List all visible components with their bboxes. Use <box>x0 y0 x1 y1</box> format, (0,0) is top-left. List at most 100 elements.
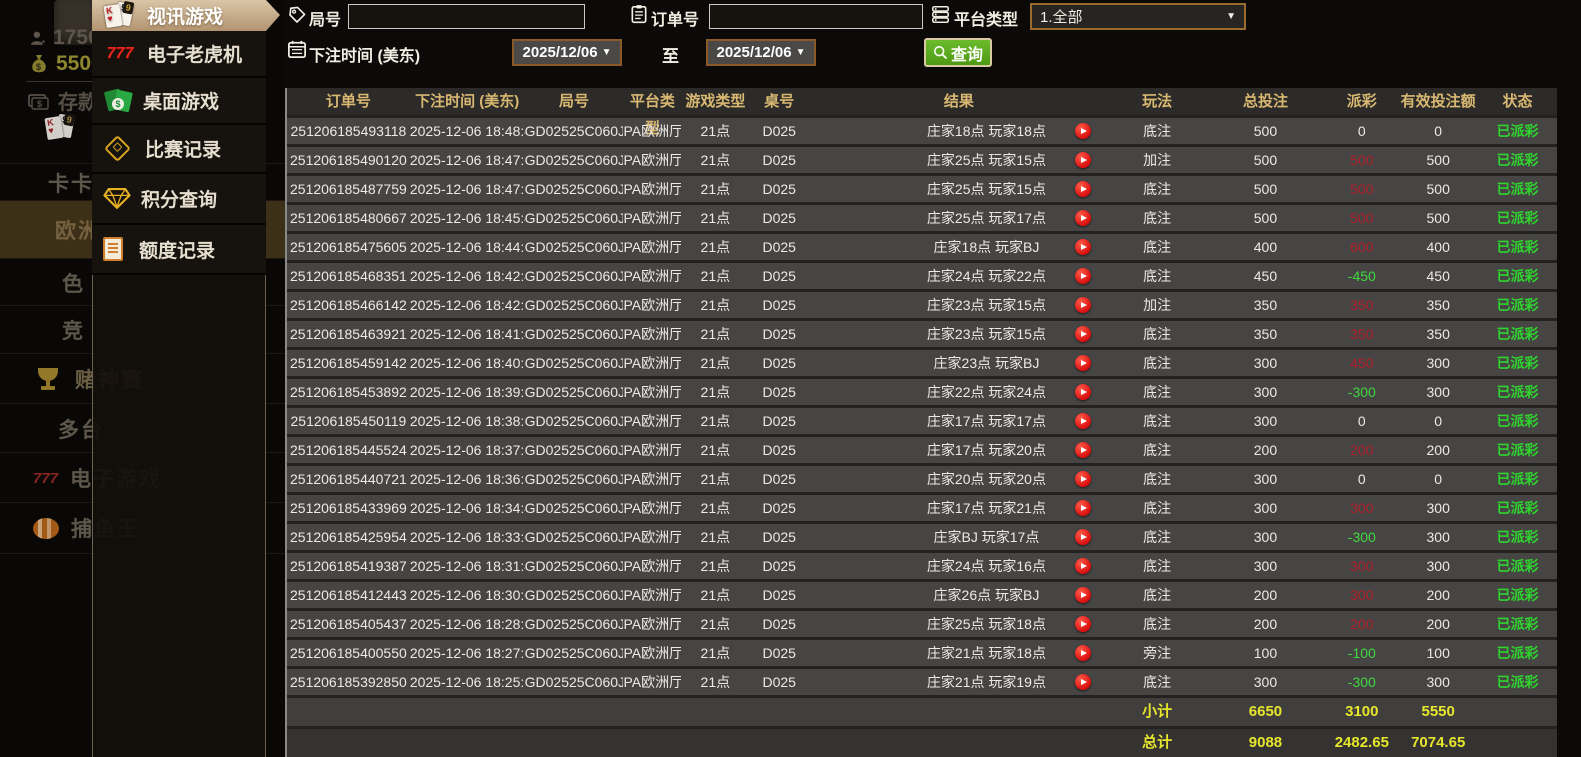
date-from-picker[interactable]: 2025/12/06 ▼ <box>512 39 622 66</box>
cell-result: 庄家23点 玩家BJ <box>809 350 1109 376</box>
replay-button[interactable] <box>1074 384 1091 400</box>
cell-platform: PA欧洲厅 <box>623 210 682 226</box>
cell-order-no: 251206185459142 <box>290 355 407 371</box>
cell-table-no: D025 <box>762 268 796 284</box>
cell-valid-bet: 400 <box>1426 239 1450 255</box>
cell-round-no: GD02525C060JO <box>524 471 624 487</box>
menu-item-match-records[interactable]: 比赛记录 <box>92 125 266 174</box>
table-row: 251206185490120 2025-12-06 18:47:57 GD02… <box>287 144 1557 173</box>
cell-valid-bet: 300 <box>1426 558 1450 574</box>
cell-platform: PA欧洲厅 <box>623 529 682 545</box>
cell-total-bet: 200 <box>1253 442 1278 458</box>
subtotal-label: 小计 <box>1142 703 1173 720</box>
total-payout: 2482.65 <box>1334 734 1389 751</box>
cell-status: 已派彩 <box>1496 297 1539 313</box>
cell-play-type: 底注 <box>1143 471 1172 487</box>
search-button[interactable]: 查询 <box>924 38 992 67</box>
menu-item-table-games[interactable]: $ 桌面游戏 <box>92 78 266 125</box>
cell-payout: 500 <box>1350 210 1374 226</box>
user-id-row: * 1756 <box>30 26 100 50</box>
deposit-button[interactable]: $ 存款 <box>28 86 98 115</box>
cell-round-no: GD02525C060JY <box>524 123 624 139</box>
replay-button[interactable] <box>1074 297 1091 313</box>
menu-item-slots[interactable]: 777 电子老虎机 <box>92 31 266 78</box>
replay-button[interactable] <box>1074 529 1091 545</box>
cell-platform: PA欧洲厅 <box>623 123 682 139</box>
menu-item-credit-records[interactable]: 额度记录 <box>92 225 266 275</box>
cell-platform: PA欧洲厅 <box>623 297 682 313</box>
cell-total-bet: 300 <box>1253 384 1278 400</box>
cell-play-type: 底注 <box>1143 529 1172 545</box>
user-id: 1756 <box>53 26 100 49</box>
cell-total-bet: 500 <box>1253 210 1278 226</box>
cell-bet-time: 2025-12-06 18:42:49 <box>409 268 525 284</box>
cell-bet-time: 2025-12-06 18:36:23 <box>409 471 525 487</box>
cell-table-no: D025 <box>762 239 796 255</box>
platform-type-select[interactable]: 1.全部 ▼ <box>1030 3 1246 30</box>
cell-table-no: D025 <box>762 413 796 429</box>
replay-button[interactable] <box>1074 674 1091 690</box>
round-no-input[interactable] <box>348 4 585 29</box>
cell-result: 庄家22点 玩家24点 <box>809 379 1109 405</box>
cell-valid-bet: 300 <box>1426 384 1450 400</box>
cell-play-type: 底注 <box>1143 587 1172 603</box>
cell-status: 已派彩 <box>1496 500 1539 516</box>
col-header-status: 状态 <box>1502 93 1533 110</box>
cell-result: 庄家21点 玩家18点 <box>809 640 1109 666</box>
replay-button[interactable] <box>1074 616 1091 632</box>
replay-button[interactable] <box>1074 355 1091 371</box>
total-total-bet: 9088 <box>1248 734 1283 751</box>
cell-game-type: 21点 <box>700 471 731 487</box>
replay-button[interactable] <box>1074 558 1091 574</box>
cell-round-no: GD02525C060JP <box>524 442 624 458</box>
col-header-platform: 平台类型 <box>629 93 675 137</box>
replay-button[interactable] <box>1074 413 1091 429</box>
replay-button[interactable] <box>1074 645 1091 661</box>
cell-payout: -450 <box>1347 268 1376 284</box>
replay-button[interactable] <box>1074 268 1091 284</box>
cell-status: 已派彩 <box>1496 239 1539 255</box>
cell-result: 庄家23点 玩家15点 <box>809 321 1109 347</box>
cell-round-no: GD02525C060JV <box>524 239 624 255</box>
cell-valid-bet: 500 <box>1426 181 1450 197</box>
cell-valid-bet: 200 <box>1426 587 1450 603</box>
cell-order-no: 251206185412443 <box>290 587 407 603</box>
replay-button[interactable] <box>1074 123 1091 139</box>
replay-button[interactable] <box>1074 210 1091 226</box>
replay-button[interactable] <box>1074 471 1091 487</box>
cell-order-no: 251206185466142 <box>290 297 407 313</box>
cell-play-type: 底注 <box>1143 413 1172 429</box>
cell-result: 庄家23点 玩家15点 <box>809 292 1109 318</box>
replay-button[interactable] <box>1074 500 1091 516</box>
cell-bet-time: 2025-12-06 18:40:37 <box>409 355 525 371</box>
subtotal-payout: 3100 <box>1345 703 1379 720</box>
cell-table-no: D025 <box>762 558 796 574</box>
col-header-bet-time: 下注时间 (美东) <box>415 93 520 110</box>
table-row: 251206185440721 2025-12-06 18:36:23 GD02… <box>287 463 1557 492</box>
cell-order-no: 251206185453892 <box>290 384 407 400</box>
cell-game-type: 21点 <box>700 123 731 139</box>
cell-platform: PA欧洲厅 <box>623 384 682 400</box>
cell-payout: 300 <box>1350 587 1374 603</box>
menu-item-points-query[interactable]: 积分查询 <box>92 174 266 225</box>
replay-button[interactable] <box>1074 181 1091 197</box>
replay-button[interactable] <box>1074 326 1091 342</box>
replay-button[interactable] <box>1074 587 1091 603</box>
chevron-down-icon: ▼ <box>795 47 806 58</box>
cell-payout: 0 <box>1357 123 1366 139</box>
replay-button[interactable] <box>1074 239 1091 255</box>
order-no-input[interactable] <box>709 4 923 29</box>
menu-item-video-games[interactable]: 99 K♥ 视讯游戏 <box>92 0 280 31</box>
cell-payout: -100 <box>1347 645 1376 661</box>
replay-button[interactable] <box>1074 442 1091 458</box>
date-to-picker[interactable]: 2025/12/06 ▼ <box>706 39 816 66</box>
cell-result: 庄家24点 玩家22点 <box>809 263 1109 289</box>
avatar[interactable] <box>54 0 96 45</box>
table-row: 251206185493118 2025-12-06 18:48:41 GD02… <box>287 115 1557 144</box>
cell-play-type: 底注 <box>1143 239 1172 255</box>
replay-button[interactable] <box>1074 152 1091 168</box>
cell-table-no: D025 <box>762 123 796 139</box>
table-row: 251206185405437 2025-12-06 18:28:38 GD02… <box>287 608 1557 637</box>
balance-amount: 5500 <box>56 52 103 75</box>
cell-table-no: D025 <box>762 297 796 313</box>
